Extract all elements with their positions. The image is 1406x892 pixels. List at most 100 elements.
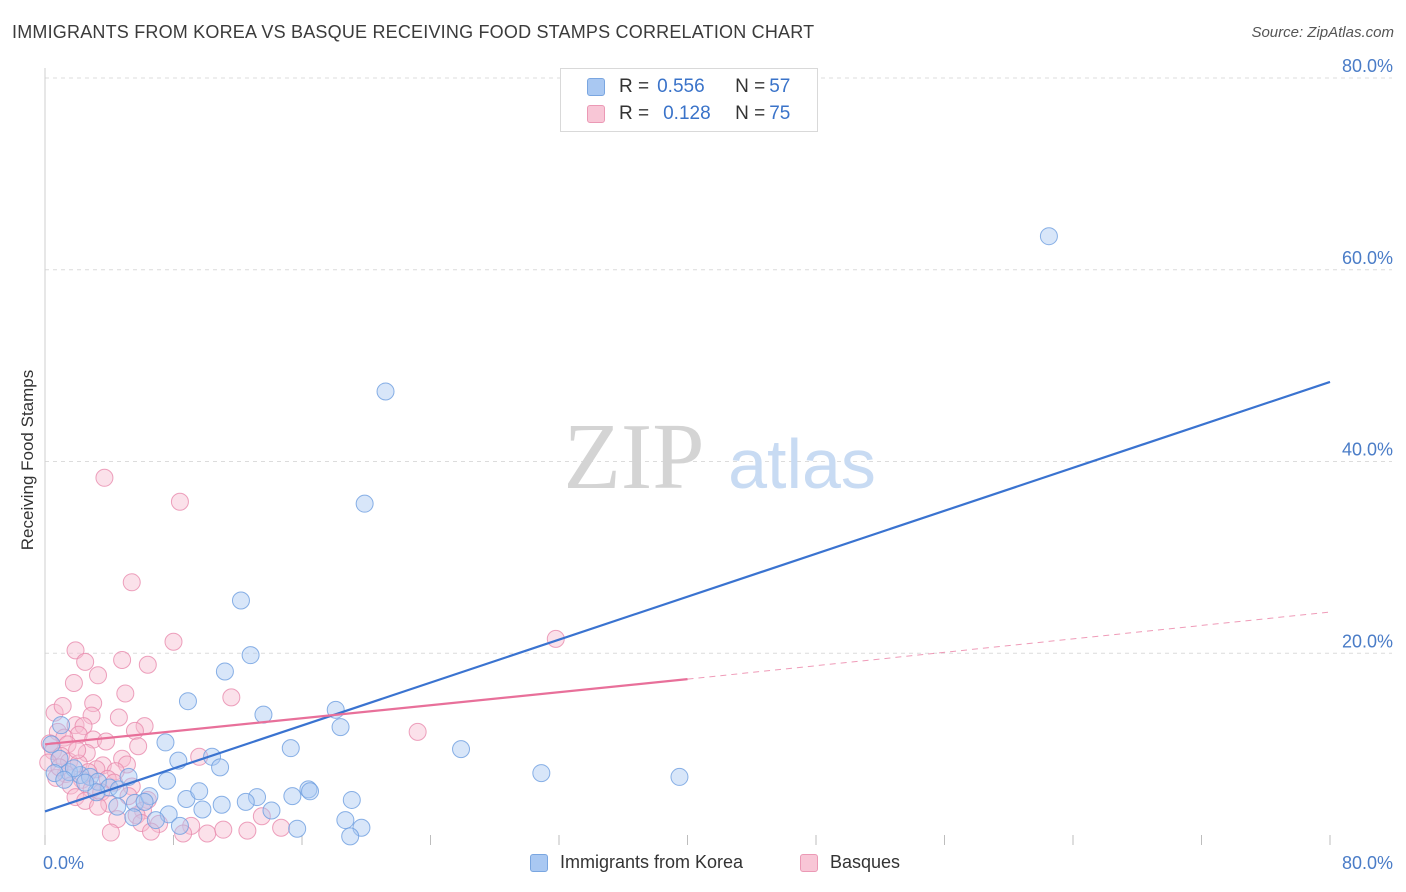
basques-point — [122, 573, 141, 592]
basques-point — [198, 824, 217, 843]
korea-point — [283, 787, 302, 806]
legend-swatch-basques — [587, 105, 605, 123]
basques-point — [95, 468, 114, 487]
korea-point — [341, 827, 360, 846]
legend-r-label: R = — [619, 76, 650, 97]
chart-title: IMMIGRANTS FROM KOREA VS BASQUE RECEIVIN… — [12, 22, 815, 42]
korea-point — [211, 758, 230, 777]
korea-point — [76, 773, 95, 792]
y-tick-label: 20.0% — [1342, 631, 1393, 651]
legend-r-label: R = — [619, 103, 650, 124]
axes — [44, 68, 1331, 845]
basques-point — [129, 737, 148, 756]
basques-point — [66, 641, 85, 660]
legend-r-value: 0.556 — [657, 76, 705, 97]
korea-point — [262, 801, 281, 820]
basques-point — [408, 722, 427, 741]
basques-point — [170, 492, 189, 511]
korea-point — [193, 800, 212, 819]
legend-n-label: N = — [735, 103, 766, 124]
korea-point — [64, 759, 83, 778]
korea-point — [231, 591, 250, 610]
korea-point — [212, 795, 231, 814]
korea-point — [670, 767, 689, 786]
korea-point — [124, 808, 143, 827]
korea-point — [342, 790, 361, 809]
korea-point — [532, 764, 551, 783]
korea-point — [156, 733, 175, 752]
basques-point — [109, 708, 128, 727]
legend-n-label: N = — [735, 76, 766, 97]
correlation-legend: R = 0.556 N = 57 R = 0.128 N = 75 — [560, 68, 818, 132]
x-tick-label: 0.0% — [43, 853, 84, 873]
basques-point — [214, 820, 233, 839]
korea-point — [331, 718, 350, 737]
source-label: Source: ZipAtlas.com — [1251, 24, 1394, 41]
korea-point — [55, 770, 74, 789]
korea-point — [146, 811, 165, 830]
x-tick-label: 80.0% — [1342, 853, 1393, 873]
legend-n-value: 57 — [769, 76, 791, 97]
korea-point — [170, 816, 189, 835]
series-korea-points — [42, 227, 1058, 846]
basques-point — [97, 732, 116, 751]
korea-point — [248, 788, 267, 807]
bottom-legend-label-basques: Basques — [830, 852, 901, 872]
basques-point — [238, 821, 257, 840]
trend-line-korea — [44, 380, 1331, 813]
korea-point — [52, 716, 71, 735]
legend-n-value: 75 — [769, 103, 791, 124]
trend-line-basques — [44, 678, 688, 746]
bottom-legend-korea: Immigrants from Korea — [530, 852, 743, 873]
basques-point — [142, 822, 161, 841]
legend-row-basques: R = 0.128 N = 75 — [587, 101, 790, 127]
korea-point — [45, 764, 64, 783]
korea-point — [376, 382, 395, 401]
korea-point — [355, 494, 374, 513]
basques-point — [119, 787, 138, 806]
tick-labels: 20.0% 40.0% 60.0% 80.0% 0.0% 80.0% — [43, 56, 1393, 873]
watermark-atlas: atlas — [728, 425, 876, 503]
korea-point — [1039, 227, 1058, 246]
basques-point — [64, 673, 83, 692]
korea-point — [336, 811, 355, 830]
watermark-zip: ZIP — [564, 405, 705, 509]
korea-point — [50, 749, 69, 768]
basques-point — [116, 684, 135, 703]
korea-point — [281, 739, 300, 758]
basques-point — [66, 788, 85, 807]
basques-point — [252, 807, 271, 826]
y-tick-label: 40.0% — [1342, 440, 1393, 460]
bottom-legend-label-korea: Immigrants from Korea — [560, 852, 744, 872]
y-tick-label: 60.0% — [1342, 248, 1393, 268]
korea-point — [140, 787, 159, 806]
korea-point — [236, 792, 255, 811]
bottom-legend-swatch-korea — [530, 853, 548, 872]
legend-row-korea: R = 0.556 N = 57 — [587, 74, 790, 100]
basques-point — [89, 666, 108, 685]
basques-point — [113, 650, 132, 669]
bottom-legend-basques: Basques — [800, 852, 900, 873]
legend-r-value: 0.128 — [663, 103, 711, 124]
korea-point — [452, 740, 471, 759]
basques-point — [164, 632, 183, 651]
legend-swatch-korea — [587, 78, 605, 96]
basques-point — [89, 797, 108, 816]
korea-point — [158, 771, 177, 790]
gridlines — [45, 77, 1392, 654]
basques-point — [68, 741, 87, 760]
korea-point — [178, 692, 197, 711]
y-tick-label: 80.0% — [1342, 56, 1393, 76]
watermark: ZIP atlas — [564, 405, 876, 509]
basques-point — [76, 652, 95, 671]
y-axis-label: Receiving Food Stamps — [18, 369, 37, 551]
basques-point — [53, 696, 72, 715]
korea-point — [190, 782, 209, 801]
basques-point — [101, 823, 120, 842]
trend-lines — [44, 380, 1331, 813]
korea-point — [241, 646, 260, 665]
basques-point — [74, 717, 93, 736]
basques-point — [39, 753, 58, 772]
basques-point — [138, 655, 157, 674]
